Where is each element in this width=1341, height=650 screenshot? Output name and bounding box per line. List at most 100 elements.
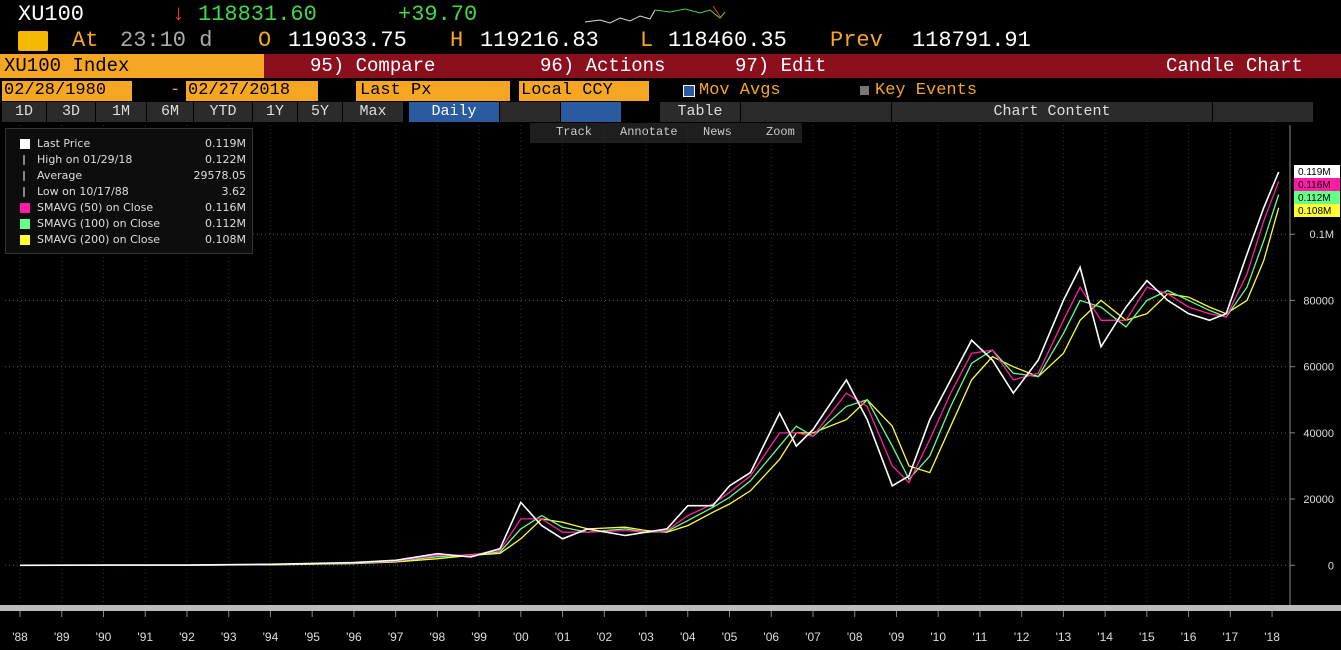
value-tag [1294,178,1340,191]
range-tab[interactable]: 3D [47,102,96,122]
range-tab[interactable]: 6M [147,102,194,122]
legend-label: SMAVG (200) on Close [37,233,161,246]
legend-swatch [20,235,30,245]
value-tag-label: 0.116M [1298,180,1331,191]
tool[interactable]: Track [556,125,593,139]
x-tick-label: '06 [763,630,779,644]
legend-swatch [20,203,30,213]
value-tag [1294,204,1340,217]
open: 119033.75 [288,28,407,53]
legend-marker [23,171,25,181]
range-tab[interactable]: 1M [96,102,147,122]
x-tick-label: '95 [304,630,320,644]
x-tick-label: '88 [12,630,28,644]
menu-item[interactable]: 97) Edit [735,55,827,77]
value-tag-label: 0.112M [1298,193,1331,204]
legend-marker [23,187,25,197]
high: 119216.83 [480,28,599,53]
range-tab[interactable]: Max [343,102,404,122]
settings[interactable] [1213,102,1314,122]
menu-item[interactable]: 95) Compare [310,55,436,77]
range-tab[interactable]: 1Y [253,102,298,122]
x-tick-label: '04 [680,630,696,644]
candle-icon[interactable] [561,102,622,122]
menu-item[interactable]: 96) Actions [540,55,666,77]
legend-value: 0.116M [205,201,246,214]
range-tab[interactable]: 1D [2,102,47,122]
value-tag [1294,165,1340,178]
down-arrow: ↓ [172,2,186,27]
range-tab[interactable]: YTD [194,102,253,122]
x-tick-label: '13 [1056,630,1072,644]
toolbar [530,123,802,143]
mov-avgs[interactable]: Mov Avgs [699,81,781,100]
low: 118460.35 [668,28,787,53]
at-label: At [72,28,99,53]
tool[interactable]: Annotate [620,125,678,139]
chart-content[interactable]: Chart Content [892,102,1213,122]
x-tick-label: '98 [430,630,446,644]
x-tick-label: '90 [96,630,112,644]
tool[interactable]: Zoom [766,125,795,139]
tool[interactable]: News [703,125,732,139]
x-tick-label: '15 [1139,630,1155,644]
y-tick-label: 0.1M [1310,229,1334,241]
ticker: XU100 [18,2,85,27]
security[interactable]: XU100 Index [4,55,130,77]
x-tick-label: '09 [889,630,905,644]
x-tick-label: '92 [179,630,195,644]
x-tick-label: '02 [596,630,612,644]
view-name: Candle Chart [1166,55,1303,77]
open-label: O [258,28,272,53]
collapse[interactable] [741,102,892,122]
field-select[interactable]: Last Px [356,81,510,101]
table-tab[interactable]: Table [660,102,741,122]
x-tick-label: '93 [221,630,237,644]
date-dash: - [170,81,181,100]
legend-value: 0.112M [205,217,246,230]
x-tick-label: '14 [1097,630,1113,644]
line-icon[interactable] [500,102,561,122]
x-tick-label: '18 [1264,630,1280,644]
legend-label: Average [37,169,83,182]
value-tag [1294,191,1340,204]
x-tick-label: '08 [847,630,863,644]
value-tag-label: 0.119M [1298,167,1331,178]
checkbox[interactable] [860,86,869,95]
sparkline [585,5,726,24]
x-tick-label: '01 [555,630,571,644]
key-events[interactable]: Key Events [875,81,978,100]
end-date[interactable]: 02/27/2018 [186,81,318,101]
legend-label: Last Price [37,137,91,150]
x-tick-label: '94 [263,630,279,644]
currency-select[interactable]: Local CCY [519,81,649,101]
x-tick-label: '00 [513,630,529,644]
x-tick-label: '07 [805,630,821,644]
x-axis-band [0,605,1341,611]
x-tick-label: '97 [388,630,404,644]
high-label: H [450,28,464,53]
security-box[interactable] [0,54,264,78]
x-tick-label: '99 [471,630,487,644]
x-tick-label: '11 [973,630,988,644]
x-tick-label: '89 [54,630,70,644]
low-label: L [640,28,654,53]
checkbox[interactable] [683,85,695,97]
x-tick-label: '03 [638,630,654,644]
legend-value: 3.62 [221,185,247,198]
legend-label: Low on 10/17/88 [37,185,129,198]
frequency[interactable]: Daily [409,102,500,122]
series-line [19,171,1280,567]
start-date[interactable]: 02/28/1980 [2,81,132,101]
range-tab[interactable]: 5Y [298,102,343,122]
legend-label: High on 01/29/18 [37,153,133,166]
y-tick-label: 60000 [1303,362,1334,374]
series-line [19,207,1280,566]
legend: Last Price 0.119M High on 01/29/18 0.122M Av… [5,128,253,254]
alert-icon[interactable] [18,31,48,51]
y-tick-label: 80000 [1303,295,1334,307]
legend-label: SMAVG (100) on Close [37,217,161,230]
legend-value: 0.122M [205,153,246,166]
x-tick-label: '12 [1014,630,1030,644]
